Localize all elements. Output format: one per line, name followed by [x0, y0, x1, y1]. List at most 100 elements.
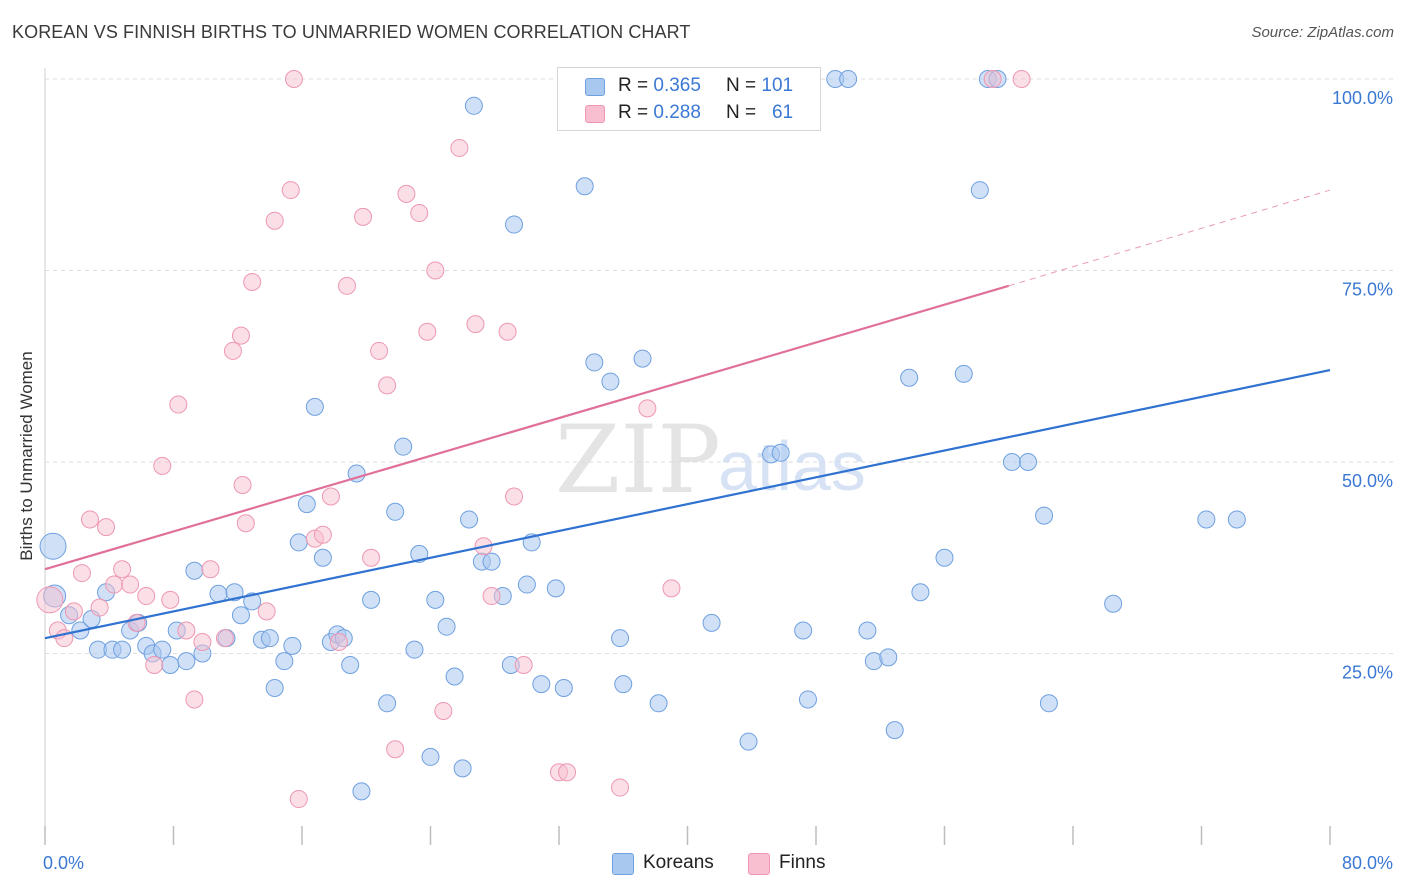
- data-point-finns: [72, 564, 91, 583]
- data-point-koreans: [1035, 506, 1054, 525]
- data-point-finns: [450, 138, 469, 157]
- chart-title: KOREAN VS FINNISH BIRTHS TO UNMARRIED WO…: [12, 22, 691, 42]
- data-point-koreans: [362, 590, 381, 609]
- data-point-koreans: [421, 747, 440, 766]
- data-point-finns: [418, 322, 437, 341]
- data-point-koreans: [313, 548, 332, 567]
- data-point-finns: [243, 272, 262, 291]
- data-point-finns: [313, 525, 332, 544]
- data-point-finns: [105, 575, 124, 594]
- data-point-koreans: [935, 548, 954, 567]
- data-point-finns: [97, 518, 116, 537]
- data-point-koreans: [225, 583, 244, 602]
- data-point-koreans: [305, 397, 324, 416]
- data-point-finns: [236, 514, 255, 533]
- series-koreans: [39, 70, 1246, 801]
- data-point-finns: [410, 204, 429, 223]
- data-point-finns: [638, 399, 657, 418]
- trend-line-finns: [44, 284, 1010, 571]
- finns-swatch: [585, 105, 605, 123]
- watermark-zip: ZIP: [555, 406, 721, 515]
- data-point-koreans: [405, 640, 424, 659]
- data-point-koreans: [611, 629, 630, 648]
- data-point-finns: [426, 261, 445, 280]
- data-point-finns: [169, 395, 188, 414]
- finns-r-label: R =: [618, 102, 649, 123]
- data-point-koreans: [554, 678, 573, 697]
- data-point-koreans: [585, 353, 604, 372]
- data-point-koreans: [1002, 453, 1021, 471]
- data-point-koreans: [794, 621, 813, 640]
- data-point-koreans: [900, 368, 919, 387]
- koreans-swatch: [585, 78, 605, 96]
- data-point-koreans: [378, 694, 397, 713]
- bottom-legend-finns-label: Finns: [779, 852, 826, 873]
- data-point-koreans: [771, 443, 790, 462]
- y-tick-label: 75.0%: [1342, 280, 1393, 300]
- data-point-koreans: [341, 655, 360, 674]
- data-point-finns: [265, 211, 284, 230]
- koreans-r-value: 0.365: [653, 75, 701, 96]
- data-point-finns: [201, 560, 220, 579]
- data-point-koreans: [283, 636, 302, 655]
- data-point-koreans: [885, 721, 904, 740]
- data-point-koreans: [614, 675, 633, 694]
- data-point-koreans: [532, 675, 551, 694]
- x-tick-label: 0.0%: [43, 853, 84, 873]
- data-point-finns: [611, 778, 630, 797]
- data-point-finns: [983, 70, 1002, 88]
- y-tick-label: 50.0%: [1342, 471, 1393, 491]
- data-point-finns: [223, 341, 242, 360]
- data-point-koreans: [437, 617, 456, 636]
- y-axis-label: Births to Unmarried Women: [17, 351, 36, 560]
- data-point-koreans: [575, 177, 594, 196]
- koreans-n-value: 101: [761, 75, 794, 96]
- koreans-n-label: N =: [726, 75, 757, 96]
- data-point-finns: [434, 701, 453, 720]
- data-point-finns: [177, 621, 196, 640]
- data-point-koreans: [185, 561, 204, 580]
- data-point-finns: [90, 598, 109, 617]
- data-point-koreans: [445, 667, 464, 686]
- data-point-koreans: [265, 678, 284, 697]
- data-point-finns: [161, 590, 180, 609]
- data-point-koreans: [517, 575, 536, 594]
- trend-line-finns-extension: [1008, 189, 1331, 287]
- data-point-finns: [354, 207, 373, 226]
- data-point-koreans: [798, 690, 817, 709]
- data-point-finns: [505, 487, 524, 506]
- data-point-koreans: [161, 655, 180, 674]
- data-point-finns: [397, 184, 416, 203]
- data-point-koreans: [970, 181, 989, 200]
- data-point-koreans: [633, 349, 652, 368]
- data-point-koreans: [275, 652, 294, 671]
- data-point-koreans: [260, 629, 279, 648]
- data-point-finns: [1012, 70, 1031, 88]
- data-point-finns: [145, 655, 164, 674]
- data-point-finns: [386, 740, 405, 759]
- data-point-finns: [289, 790, 308, 809]
- data-point-finns: [121, 575, 140, 594]
- data-point-finns: [662, 579, 681, 598]
- data-point-koreans: [453, 759, 472, 778]
- data-point-finns: [193, 633, 212, 652]
- data-point-koreans: [386, 502, 405, 521]
- data-point-koreans: [177, 652, 196, 671]
- data-point-finns: [362, 548, 381, 567]
- data-point-koreans: [460, 510, 479, 529]
- y-tick-label: 100.0%: [1332, 88, 1393, 108]
- data-point-koreans: [911, 583, 930, 602]
- data-point-koreans: [1039, 694, 1058, 713]
- data-point-koreans: [649, 694, 668, 713]
- data-point-koreans: [546, 579, 565, 598]
- data-point-koreans: [482, 552, 501, 571]
- finns-r-value: 0.288: [653, 102, 701, 123]
- data-point-koreans: [113, 640, 132, 659]
- series-finns: [36, 70, 1031, 809]
- finns-n-label: N =: [726, 102, 757, 123]
- data-point-finns: [498, 322, 517, 341]
- data-point-koreans: [352, 782, 371, 801]
- data-point-finns: [233, 475, 252, 494]
- data-point-koreans: [954, 364, 973, 383]
- data-point-koreans: [1197, 510, 1216, 529]
